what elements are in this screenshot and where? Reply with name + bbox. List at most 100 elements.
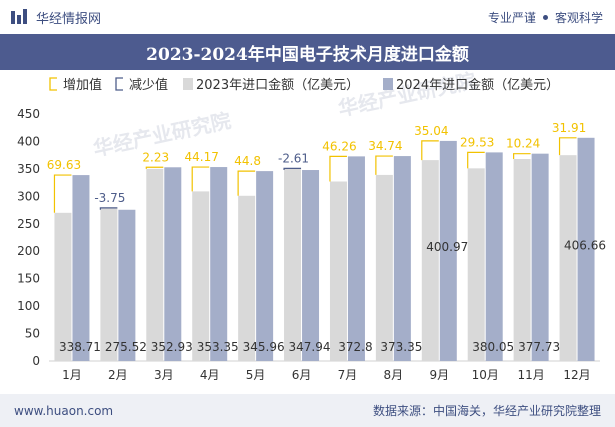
- change-label: 44.8: [234, 154, 261, 168]
- decrease-bracket: [99, 207, 118, 210]
- value-label-2024: 400.97: [426, 240, 468, 254]
- change-label: 10.24: [506, 137, 540, 151]
- x-tick-label: 12月: [563, 368, 590, 382]
- increase-bracket: [513, 153, 531, 160]
- bar-2023: [375, 174, 393, 361]
- legend-swatch-b24: [383, 78, 393, 90]
- y-tick-label: 350: [17, 162, 40, 176]
- value-label-2024: 377.73: [518, 340, 560, 354]
- y-tick-label: 400: [17, 134, 40, 148]
- bar-2024: [485, 152, 503, 361]
- legend-label: 2023年进口金额（亿美元）: [196, 77, 359, 93]
- bar-2023: [192, 191, 210, 361]
- y-tick-label: 450: [17, 107, 40, 121]
- change-label: 46.26: [322, 139, 356, 153]
- bar-2023: [284, 168, 302, 361]
- brand-name: 华经情报网: [36, 11, 102, 27]
- increase-bracket: [467, 151, 485, 169]
- x-tick-label: 4月: [200, 368, 220, 382]
- chart-title-band: 2023-2024年中国电子技术月度进口金额: [0, 34, 615, 70]
- x-tick-label: 9月: [429, 368, 449, 382]
- change-label: 44.17: [185, 150, 219, 164]
- bar-2023: [54, 212, 72, 361]
- x-tick-label: 11月: [517, 368, 544, 382]
- bar-2024: [118, 209, 136, 361]
- bar-2023: [100, 207, 118, 361]
- legend-swatch-inc: [49, 77, 57, 91]
- y-tick-label: 100: [17, 299, 40, 313]
- x-tick-label: 6月: [292, 368, 312, 382]
- bar-2023: [421, 160, 439, 361]
- value-label-2024: 345.96: [243, 340, 285, 354]
- bar-2024: [577, 137, 595, 361]
- bar-2024: [531, 153, 549, 361]
- change-label: 29.53: [460, 135, 494, 149]
- footer: www.huaon.com 数据来源：中国海关，华经产业研究院整理: [0, 394, 615, 427]
- legend-label: 减少值: [129, 77, 168, 93]
- slogan-dot-icon: [542, 14, 548, 20]
- bar-2023: [559, 155, 577, 361]
- increase-bracket: [145, 166, 164, 169]
- bar-2023: [513, 159, 531, 361]
- increase-bracket: [191, 166, 210, 192]
- bar-2023: [329, 181, 347, 361]
- footer-source: 数据来源：中国海关，华经产业研究院整理: [372, 404, 601, 418]
- x-tick-label: 2月: [108, 368, 128, 382]
- value-label-2024: 275.52: [105, 340, 147, 354]
- bar-2024: [72, 175, 90, 361]
- y-tick-label: 300: [17, 189, 40, 203]
- bar-2024: [164, 167, 182, 361]
- change-label: 34.74: [368, 139, 402, 153]
- legend-swatch-dec: [115, 77, 123, 91]
- increase-bracket: [53, 174, 72, 213]
- x-tick-label: 10月: [472, 368, 499, 382]
- change-label: -3.75: [94, 191, 125, 205]
- x-tick-label: 3月: [154, 368, 174, 382]
- increase-bracket: [558, 137, 577, 156]
- x-tick-label: 7月: [338, 368, 358, 382]
- bar-2023: [238, 195, 256, 361]
- value-label-2024: 352.93: [151, 340, 193, 354]
- value-label-2024: 347.94: [289, 340, 331, 354]
- decrease-bracket: [283, 167, 302, 171]
- top-bar: 华经情报网 专业严谨 客观科学: [0, 0, 615, 34]
- slogan: 专业严谨 客观科学: [488, 9, 603, 26]
- chart-title: 2023-2024年中国电子技术月度进口金额: [146, 44, 469, 65]
- value-label-2024: 353.35: [197, 340, 239, 354]
- increase-bracket: [421, 140, 439, 161]
- bar-2024: [347, 156, 365, 361]
- y-tick-label: 50: [25, 327, 40, 341]
- y-tick-label: 0: [32, 354, 40, 368]
- bar-2023: [467, 168, 485, 361]
- bar-2024: [439, 140, 457, 361]
- bar-2024: [256, 171, 274, 361]
- brand[interactable]: 华经情报网: [10, 8, 101, 27]
- value-label-2024: 372.8: [338, 340, 372, 354]
- bar-2023: [146, 168, 164, 361]
- change-label: 69.63: [47, 158, 81, 172]
- y-tick-label: 200: [17, 244, 40, 258]
- legend-label: 增加值: [63, 77, 102, 93]
- slogan-left: 专业严谨: [487, 10, 536, 25]
- legend-label: 2024年进口金额（亿美元）: [396, 77, 559, 93]
- bar-2024: [210, 167, 228, 361]
- change-label: 35.04: [414, 124, 448, 138]
- bar-2024: [393, 156, 411, 361]
- increase-bracket: [237, 170, 256, 196]
- value-label-2024: 338.71: [59, 340, 101, 354]
- value-label-2024: 373.35: [380, 340, 422, 354]
- value-label-2024: 406.66: [564, 238, 606, 252]
- slogan-right: 客观科学: [554, 10, 603, 25]
- bar-2024: [302, 170, 320, 361]
- change-label: -2.61: [278, 151, 309, 165]
- y-tick-label: 250: [17, 217, 40, 231]
- value-label-2024: 380.05: [472, 340, 514, 354]
- change-label: 31.91: [552, 121, 586, 135]
- legend-swatch-b23: [183, 78, 193, 90]
- x-tick-label: 5月: [246, 368, 266, 382]
- x-tick-label: 1月: [62, 368, 82, 382]
- x-tick-label: 8月: [384, 368, 404, 382]
- change-label: 2.23: [142, 150, 169, 164]
- footer-url[interactable]: www.huaon.com: [14, 403, 114, 418]
